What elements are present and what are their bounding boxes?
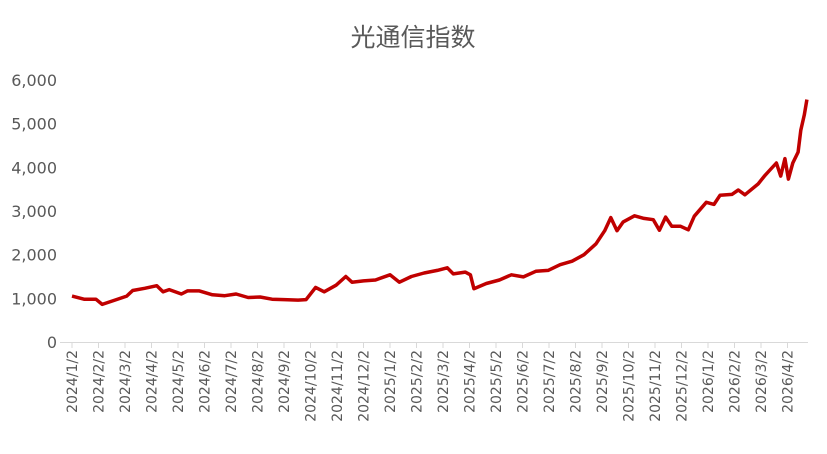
chart-title: 光通信指数 bbox=[350, 23, 475, 52]
x-axis: 2024/1/2 2024/2/2 2024/3/2 2024/4/2 2024/5/2… bbox=[65, 342, 797, 422]
x-tick-label: 2025/9/2 bbox=[595, 350, 611, 413]
x-tick-label: 2024/1/2 bbox=[65, 350, 81, 413]
x-tick-label: 2024/8/2 bbox=[251, 350, 267, 413]
x-tick-label: 2025/5/2 bbox=[489, 350, 505, 413]
x-tick-label: 2025/11/2 bbox=[648, 350, 664, 422]
x-tick-label: 2024/10/2 bbox=[304, 350, 320, 422]
x-tick-label: 2024/7/2 bbox=[224, 350, 240, 413]
x-tick-label: 2026/1/2 bbox=[701, 350, 717, 413]
x-tick-label: 2025/3/2 bbox=[436, 350, 452, 413]
x-tick-label: 2025/7/2 bbox=[542, 350, 558, 413]
y-tick-label: 6,000 bbox=[11, 71, 57, 90]
y-tick-label: 4,000 bbox=[11, 158, 57, 177]
x-tick-label: 2025/2/2 bbox=[410, 350, 426, 413]
x-tick-label: 2024/5/2 bbox=[171, 350, 187, 413]
series-line bbox=[71, 99, 809, 307]
x-tick-label: 2025/8/2 bbox=[569, 350, 585, 413]
x-tick-label: 2025/10/2 bbox=[622, 350, 638, 422]
x-tick-label: 2024/6/2 bbox=[198, 350, 214, 413]
y-tick-label: 3,000 bbox=[11, 202, 57, 221]
x-tick-label: 2024/12/2 bbox=[357, 350, 373, 422]
x-tick-label: 2024/2/2 bbox=[92, 350, 108, 413]
x-tick-label: 2024/4/2 bbox=[145, 350, 161, 413]
y-tick-label: 5,000 bbox=[11, 115, 57, 134]
x-tick-label: 2024/3/2 bbox=[118, 350, 134, 413]
x-tick-label: 2026/2/2 bbox=[728, 350, 744, 413]
x-tick-label: 2025/1/2 bbox=[383, 350, 399, 413]
x-tick-label: 2025/4/2 bbox=[463, 350, 479, 413]
y-tick-label: 2,000 bbox=[11, 246, 57, 265]
x-tick-label: 2026/3/2 bbox=[754, 350, 770, 413]
y-tick-label: 0 bbox=[47, 333, 57, 352]
x-tick-label: 2024/9/2 bbox=[277, 350, 293, 413]
y-axis: 0 1,000 2,000 3,000 4,000 5,000 6,000 bbox=[11, 71, 57, 352]
x-tick-label: 2026/4/2 bbox=[781, 350, 797, 413]
x-tick-label: 2025/6/2 bbox=[516, 350, 532, 413]
x-tick-label: 2024/11/2 bbox=[330, 350, 346, 422]
x-tick-label: 2025/12/2 bbox=[675, 350, 691, 422]
y-tick-label: 1,000 bbox=[11, 289, 57, 308]
